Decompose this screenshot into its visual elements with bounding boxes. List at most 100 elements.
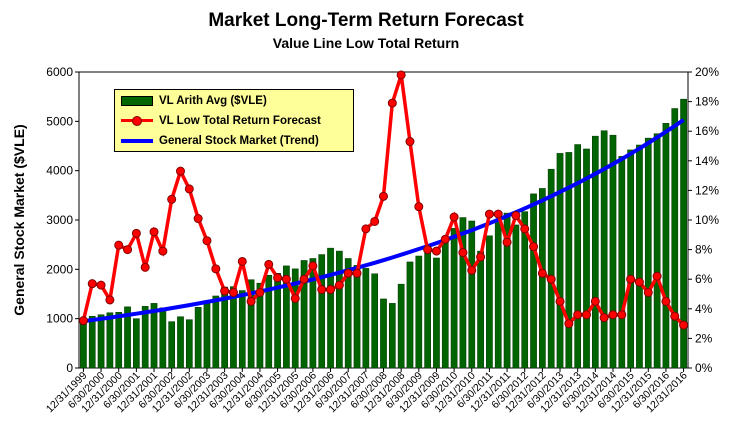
legend-item-trend: General Stock Market (Trend) (121, 132, 319, 150)
bar (265, 275, 273, 369)
forecast-point (220, 286, 230, 296)
bar (644, 137, 652, 369)
legend-swatch-forecast (121, 116, 153, 126)
forecast-point (237, 256, 247, 266)
forecast-point (264, 259, 274, 269)
y-tick-label: 2000 (46, 262, 73, 276)
bar (539, 188, 546, 369)
forecast-point (414, 202, 424, 212)
forecast-point (564, 319, 574, 329)
bar (283, 265, 290, 369)
legend-label-bars: VL Arith Avg ($VLE) (159, 95, 267, 107)
bar (653, 133, 661, 369)
y2-tick-label: 0% (695, 361, 713, 375)
bar (565, 152, 573, 369)
bar (433, 257, 440, 369)
forecast-point (193, 214, 203, 224)
forecast-point (396, 70, 406, 80)
forecast-point (326, 285, 336, 295)
forecast-point (379, 191, 388, 201)
forecast-point (546, 274, 556, 284)
forecast-point (334, 280, 344, 290)
forecast-point (405, 137, 415, 147)
forecast-point (573, 310, 583, 320)
bar (318, 254, 326, 369)
bar (238, 290, 246, 369)
forecast-point (308, 261, 318, 271)
bar (459, 217, 467, 369)
forecast-point (158, 246, 168, 256)
forecast-point (449, 212, 459, 222)
forecast-point (670, 311, 680, 321)
y-tick-label: 5000 (46, 114, 73, 128)
bar (441, 241, 449, 369)
forecast-point (634, 277, 644, 287)
forecast-point (290, 293, 300, 303)
bar (327, 247, 334, 369)
bar (133, 318, 140, 369)
forecast-point (202, 236, 212, 246)
legend: VL Arith Avg ($VLE) VL Low Total Return … (114, 89, 354, 152)
forecast-point (520, 224, 530, 234)
legend-item-forecast: VL Low Total Return Forecast (121, 112, 321, 130)
y2-tick-label: 20% (695, 65, 719, 79)
bar (406, 261, 414, 369)
bar (424, 250, 431, 369)
forecast-point (423, 245, 433, 255)
bar (600, 130, 608, 369)
forecast-point (679, 320, 689, 330)
bar (415, 255, 423, 369)
forecast-point (590, 296, 600, 306)
forecast-point (599, 313, 609, 323)
forecast-point (555, 296, 565, 306)
bar (97, 314, 105, 369)
chart-subtitle: Value Line Low Total Return (272, 35, 460, 51)
y2-tick-label: 18% (695, 95, 719, 109)
forecast-point (96, 280, 106, 290)
forecast-point (299, 274, 309, 284)
bar (159, 307, 167, 369)
bar (583, 148, 590, 369)
bar (530, 193, 537, 369)
bar (671, 108, 679, 369)
bar (609, 134, 617, 369)
forecast-point (273, 273, 283, 283)
forecast-point (493, 209, 503, 219)
forecast-point (105, 295, 115, 305)
legend-item-bars: VL Arith Avg ($VLE) (121, 92, 267, 110)
legend-label-forecast: VL Low Total Return Forecast (159, 115, 321, 127)
bar (115, 312, 123, 369)
bar (636, 144, 643, 369)
forecast-point (661, 296, 671, 306)
bar (247, 279, 255, 369)
bar (168, 321, 176, 369)
forecast-point (484, 209, 494, 219)
y-tick-label: 6000 (46, 65, 73, 79)
forecast-point (140, 262, 150, 272)
bar (177, 316, 184, 369)
bar (494, 219, 502, 369)
bar (88, 315, 96, 369)
forecast-point (537, 268, 547, 278)
bar (388, 303, 396, 369)
y2-tick-label: 16% (695, 124, 719, 138)
forecast-point (176, 166, 185, 176)
trend-line (83, 118, 685, 324)
forecast-point (467, 265, 477, 275)
bar (547, 168, 555, 369)
forecast-point (617, 310, 627, 320)
forecast-point (78, 316, 88, 326)
y2-tick-label: 4% (695, 302, 713, 316)
forecast-point (511, 211, 521, 221)
bar (362, 268, 370, 369)
bar (124, 306, 131, 369)
forecast-point (458, 248, 468, 258)
legend-label-trend: General Stock Market (Trend) (159, 135, 319, 147)
forecast-point (255, 288, 265, 298)
forecast-point (582, 310, 591, 320)
forecast-point (352, 268, 362, 278)
forecast-point (502, 237, 512, 247)
bar (662, 123, 670, 369)
bar (80, 318, 87, 369)
